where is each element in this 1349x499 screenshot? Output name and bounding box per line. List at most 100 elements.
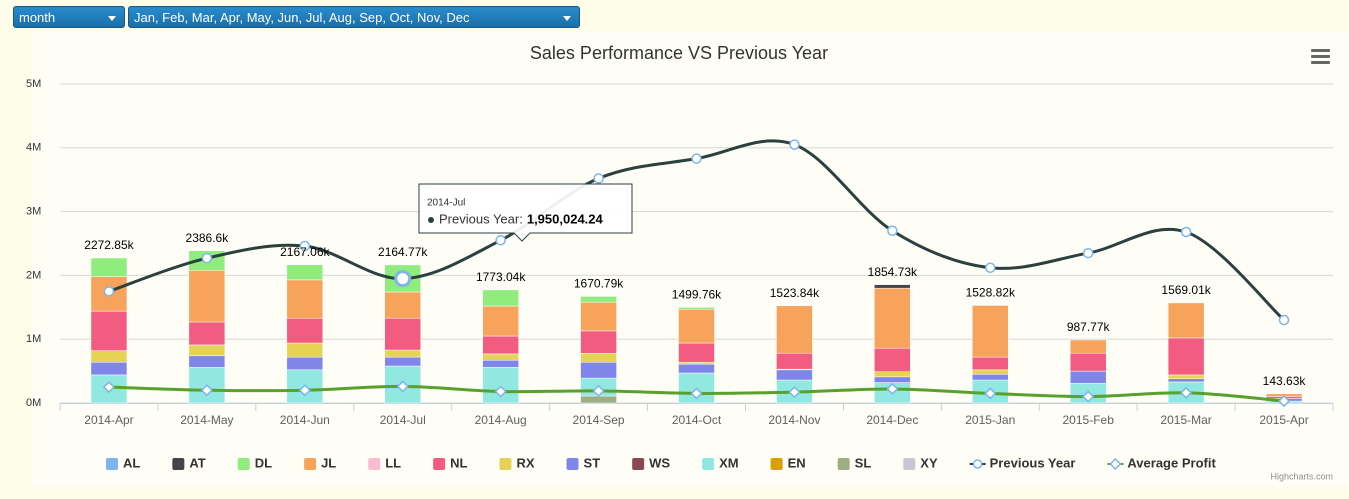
line-marker [299,240,311,252]
line-marker [592,384,605,397]
line-marker [495,235,506,246]
legend-label: ST [584,455,601,470]
x-tick-label: 2014-Nov [768,413,820,427]
line-marker [887,225,898,236]
legend-swatch [770,458,783,470]
stack-total-label: 987.77k [1067,320,1111,334]
legend-item[interactable]: JL [304,455,336,470]
legend-item[interactable]: Average Profit [1107,455,1216,470]
stack-total-label: 1523.84k [770,286,820,300]
legend-swatch [499,458,512,470]
bar-segment [188,321,226,346]
x-tick-label: 2014-May [180,413,233,427]
legend-label: NL [450,455,467,470]
bar-segment [776,305,813,354]
credits[interactable]: Highcharts.com [1270,471,1333,481]
x-tick-label: 2014-Sep [573,413,625,427]
legend-item[interactable]: RX [499,455,535,470]
legend-swatch [172,458,185,470]
bar-segment [874,371,911,378]
bar-segment [580,352,617,363]
bar-segment [1167,302,1205,339]
legend-item[interactable]: XM [702,455,739,470]
line-marker [1082,247,1094,259]
x-tick-label: 2014-Oct [672,413,722,427]
legend-item[interactable]: SL [837,455,872,470]
bar-segment [678,363,715,374]
bar-segment [286,264,324,281]
legend-label: DL [255,455,272,470]
x-tick-label: 2014-Apr [84,413,133,427]
legend-item[interactable]: AL [106,455,140,470]
line-marker [789,139,800,150]
period-dropdown[interactable]: month [13,6,125,28]
x-tick-label: 2015-Apr [1259,413,1308,427]
x-tick-label: 2015-Mar [1160,413,1211,427]
legend-label: Average Profit [1127,455,1216,470]
legend-label: SL [855,455,872,470]
legend-marker [1109,457,1122,471]
bar-segment [1167,337,1205,376]
chart-title: Sales Performance VS Previous Year [530,43,828,63]
legend-item[interactable]: WS [632,455,670,470]
bar-segment [90,310,128,351]
bar-segment [874,284,911,289]
bar-segment [678,308,715,344]
legend-item[interactable]: XY [903,455,938,470]
bar-segment [482,353,519,361]
legend-item[interactable]: NL [433,455,468,470]
stack-total-label: 2167.06k [280,245,330,259]
line-marker [200,384,213,397]
legend-item[interactable]: EN [770,455,806,470]
bar-segment [384,291,421,319]
y-tick-label: 5M [26,78,41,90]
legend-swatch [903,458,916,470]
line-marker [103,286,115,297]
bar-segment [776,352,813,370]
stack-total-label: 1670.79k [574,277,624,291]
stack-total-label: 2272.85k [84,238,134,252]
bar-segment [678,361,715,365]
x-tick-label: 2015-Feb [1063,413,1115,427]
bar-segment [776,369,813,381]
bar-segment [580,330,617,354]
bar-segment [1069,339,1107,354]
bar-segment [580,301,617,332]
bar-segment [1069,352,1107,372]
legend-item[interactable]: AT [172,455,206,470]
line-marker [985,262,996,273]
x-tick-label: 2014-Jul [380,413,426,427]
legend-swatch [368,458,381,470]
legend-item[interactable]: DL [237,455,272,470]
line-marker [1180,386,1193,399]
y-tick-label: 0M [26,397,41,409]
bar-segment [580,361,617,379]
bar-segment [482,335,519,355]
legend-label: AT [189,455,205,470]
bar-segment [482,367,519,404]
bar-segment [188,355,226,368]
y-tick-label: 4M [26,142,41,154]
legend-item[interactable]: Previous Year [969,455,1076,470]
legend-swatch [106,458,118,470]
bar-segment [188,270,226,323]
bar-segment [384,317,421,351]
menu-button[interactable] [1311,49,1330,64]
legend-item[interactable]: LL [368,455,401,470]
tooltip-value: 1,950,024.24 [527,211,604,226]
line-marker [593,173,604,184]
bar-segment [384,349,421,358]
legend-item[interactable]: ST [566,455,601,470]
bar-segment [90,350,128,363]
bar-segment [286,279,324,319]
line-marker [1277,395,1291,408]
bar-segment [678,342,715,363]
line-marker [691,153,702,164]
bar-segment [874,347,911,372]
x-tick-label: 2015-Jan [965,413,1015,427]
months-dropdown[interactable]: Jan, Feb, Mar, Apr, May, Jun, Jul, Aug, … [128,6,580,28]
stack-total-label: 2386.6k [186,231,230,245]
stack-total-label: 1499.76k [672,287,722,301]
legend-swatch [837,458,850,470]
bar-segment [188,344,226,357]
